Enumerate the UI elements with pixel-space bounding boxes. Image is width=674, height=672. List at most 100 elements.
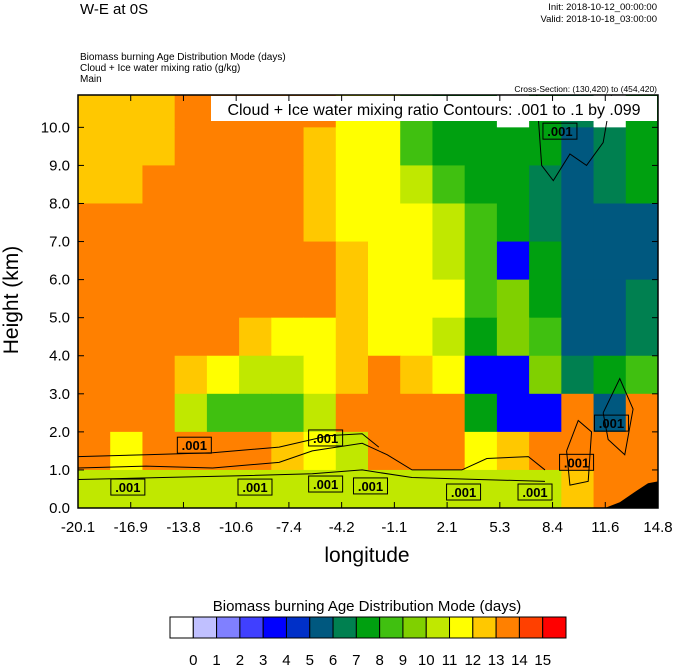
heatmap-cell (335, 127, 369, 166)
heatmap-cell (142, 355, 176, 395)
y-tick-label: 6.0 (49, 272, 70, 289)
heatmap-cell (239, 279, 272, 319)
heatmap-cell (561, 241, 595, 281)
x-axis-label: longitude (324, 544, 409, 567)
contour-label-box (110, 478, 146, 496)
contour-line (566, 419, 593, 486)
heatmap-cell (110, 469, 143, 509)
colorbar-swatch (495, 616, 520, 639)
heatmap-cell (400, 203, 433, 243)
heatmap-cell (529, 393, 562, 433)
contour-line (602, 377, 634, 456)
heatmap-cell (78, 203, 111, 243)
heatmap-cell (335, 165, 369, 204)
heatmap-cell (464, 165, 498, 204)
heatmap-cell (335, 431, 369, 471)
colorbar-label: 7 (352, 652, 360, 667)
heatmap-cell (335, 317, 369, 357)
colorbar-swatch (192, 616, 218, 639)
colorbar-swatch (216, 616, 241, 639)
colorbar-label: 12 (464, 652, 481, 667)
heatmap-cell (496, 127, 530, 166)
heatmap-cell (496, 355, 530, 395)
heatmap-cell (593, 279, 627, 319)
contour-label: .001 (115, 480, 140, 495)
contour-line (77, 433, 380, 458)
contour-label-box (517, 483, 553, 501)
heatmap-cell (78, 431, 111, 471)
heatmap-cell (142, 127, 176, 166)
heatmap-cell (78, 469, 111, 509)
contour-line (536, 94, 612, 182)
heatmap-cell (239, 165, 272, 204)
heatmap-cell (400, 127, 433, 166)
heatmap-cell (464, 317, 498, 357)
contour-label-box (593, 414, 629, 432)
colorbar-swatch (518, 616, 544, 639)
plot-area: .001 .001 .001 .001 .001 .001 .001 .001 .001 .001… (77, 94, 659, 509)
heatmap-cell (239, 469, 272, 509)
heatmap-cell (110, 203, 143, 243)
axes: -20.1 -16.9 -13.8 -10.6 -7.4 -4.2 -1.1 2.1 5.3 8.… (41, 94, 673, 536)
heatmap-cell (432, 279, 466, 319)
heatmap-cell (271, 241, 305, 281)
contour-label-box (308, 429, 344, 447)
heatmap-cell (593, 165, 627, 204)
heatmap-cell (271, 317, 305, 357)
colorbar-swatch (425, 616, 451, 639)
heatmap-cell (303, 279, 337, 319)
heatmap-cell (239, 241, 272, 281)
heatmap-cell (529, 431, 562, 471)
heatmap-cell (174, 469, 208, 509)
contour-title: Cloud + Ice water mixing ratio Contours:… (227, 102, 640, 119)
colorbar-swatch (309, 616, 334, 639)
heatmap-cell (625, 279, 659, 319)
heatmap-cell (561, 279, 595, 319)
heatmap-cell (464, 393, 498, 433)
colorbar-swatch (285, 616, 311, 639)
heatmap-cell (464, 431, 498, 471)
heatmap-cell (432, 317, 466, 357)
colorbar-label: 9 (399, 652, 407, 667)
contour-title-box (211, 96, 657, 121)
colorbar-label: 15 (534, 652, 551, 667)
heatmap-cell (625, 393, 659, 433)
cross-section-label: Cross-Section: (130,420) to (454,420) (514, 84, 657, 94)
init-time: Init: 2018-10-12_00:00:00 (548, 2, 657, 13)
heatmap-cell (432, 241, 466, 281)
heatmap-cell (529, 355, 562, 395)
heatmap-cell (78, 317, 111, 357)
heatmap-cell (368, 355, 401, 395)
contour-line (77, 469, 546, 482)
heatmap-cell (174, 355, 208, 395)
x-tick-label: -4.2 (329, 519, 355, 536)
contour-label: .001 (182, 438, 207, 453)
heatmap-cell (78, 95, 111, 128)
heatmap-cell (206, 355, 240, 395)
heatmap-cell (206, 127, 240, 166)
heatmap-cell (142, 317, 176, 357)
heatmap-cell (593, 393, 627, 433)
heatmap-cell (529, 165, 562, 204)
heatmap-cell (432, 355, 466, 395)
heatmap-cell (110, 431, 143, 471)
heatmap-cell (142, 279, 176, 319)
heatmap-cell (303, 127, 337, 166)
heatmap-cell (174, 95, 208, 128)
colorbar-swatch (332, 616, 357, 639)
y-axis-label: Height (km) (0, 246, 23, 355)
contour-label-box (352, 477, 388, 495)
heatmap-cell (303, 203, 337, 243)
colorbar-label: 4 (282, 652, 290, 667)
y-tick-label: 7.0 (49, 234, 70, 251)
y-tick-label: 1.0 (49, 462, 70, 479)
heatmap-cell (593, 317, 627, 357)
heatmap-cell (206, 165, 240, 204)
heatmap-cell (78, 241, 111, 281)
heatmap-cell (625, 317, 659, 357)
heatmap-cell (561, 317, 595, 357)
heatmap-cell (368, 393, 401, 433)
heatmap-cell (368, 203, 401, 243)
contour-label: .001 (358, 479, 383, 494)
heatmap-cell (625, 165, 659, 204)
